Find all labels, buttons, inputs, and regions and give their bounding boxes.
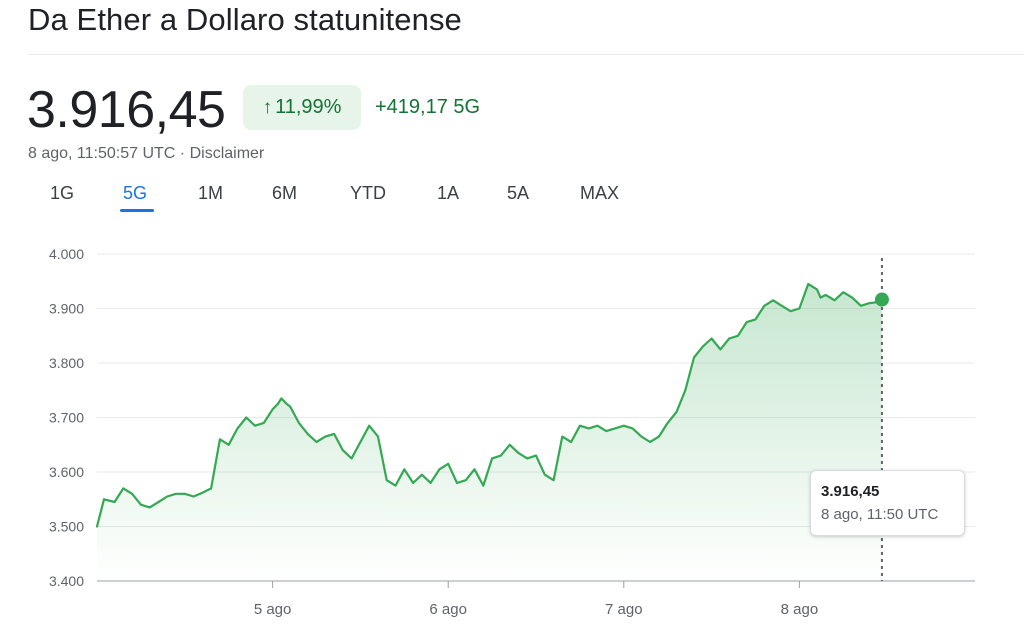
tooltip-value: 3.916,45 [821,483,880,500]
change-percent: 11,99% [275,96,342,118]
quote-meta: 8 ago, 11:50:57 UTC · Disclaimer [28,145,264,163]
y-tick-label: 3.700 [49,410,84,426]
y-tick-label: 3.800 [49,355,84,371]
last-price-point[interactable] [874,292,889,307]
change-absolute: +419,17 5G [375,96,481,118]
price-series-line [95,282,883,528]
y-axis: 4.000 3.900 3.800 3.700 3.600 3.500 3.400 [49,246,84,589]
tab-1g[interactable]: 1G [50,183,75,203]
x-axis: 5 ago 6 ago 7 ago 8 ago [254,581,818,618]
quote-timestamp: 8 ago, 11:50:57 UTC · [28,145,190,162]
x-tick-label: 5 ago [254,601,292,618]
active-tab-indicator [120,209,154,212]
y-tick-label: 3.900 [49,301,84,317]
y-tick-label: 3.400 [49,573,84,589]
price-tooltip: 3.916,45 8 ago, 11:50 UTC [810,470,965,536]
tab-1m[interactable]: 1M [198,183,224,203]
disclaimer-link[interactable]: Disclaimer [189,145,265,162]
price-chart[interactable]: 4.000 3.900 3.800 3.700 3.600 3.500 3.400 5 ag… [0,230,1024,636]
x-tick-label: 7 ago [605,601,643,618]
tooltip-time: 8 ago, 11:50 UTC [821,506,939,523]
arrow-up-icon: ↑ [262,97,273,118]
y-tick-label: 3.500 [49,519,84,535]
tab-1a[interactable]: 1A [437,183,460,203]
tab-ytd[interactable]: YTD [350,183,386,203]
x-tick-label: 8 ago [781,601,819,618]
tab-6m[interactable]: 6M [272,183,298,203]
change-percent-badge: ↑ 11,99% [243,85,361,130]
x-tick-label: 6 ago [429,601,467,618]
tab-max[interactable]: MAX [580,183,620,203]
tab-5g[interactable]: 5G [123,183,148,203]
y-tick-label: 4.000 [49,246,84,262]
time-range-tabs: 1G 5G 1M 6M YTD 1A 5A MAX [0,183,700,213]
price-area-fill [97,284,882,581]
page-title: Da Ether a Dollaro statunitense [28,2,462,37]
tab-5a[interactable]: 5A [507,183,530,203]
current-price: 3.916,45 [27,81,226,139]
y-tick-label: 3.600 [49,464,84,480]
divider [28,54,1024,55]
